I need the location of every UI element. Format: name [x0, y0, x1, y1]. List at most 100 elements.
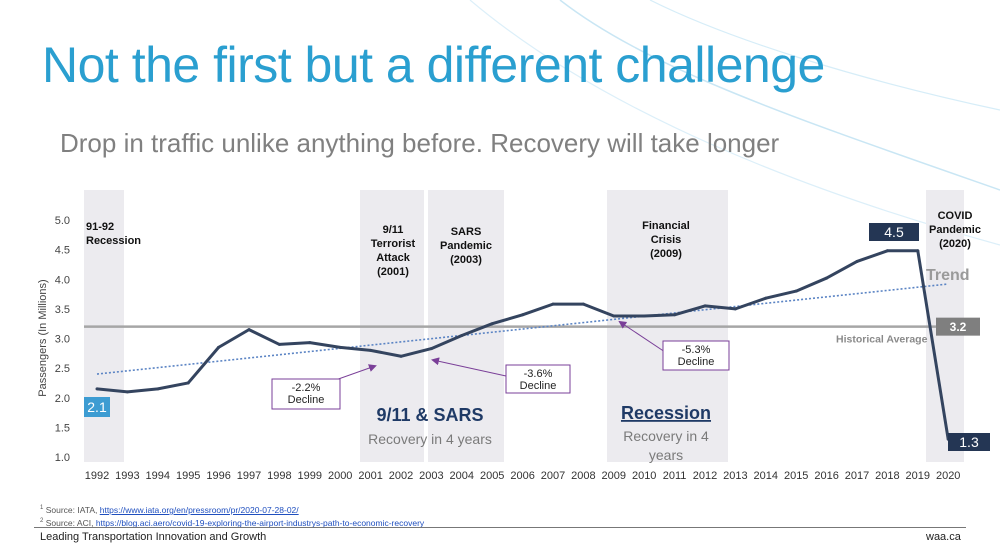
series-point: [369, 348, 373, 352]
slide-subtitle: Drop in traffic unlike anything before. …: [60, 128, 780, 158]
series-point: [156, 387, 160, 391]
series-point: [521, 313, 525, 317]
series-point: [612, 314, 616, 318]
series-point: [673, 313, 677, 317]
series-point: [885, 249, 889, 253]
x-tick-label: 1995: [176, 470, 200, 482]
y-tick-label: 2.5: [55, 363, 70, 375]
x-tick-label: 2011: [663, 470, 687, 482]
x-tick-label: 2006: [510, 470, 534, 482]
y-tick-label: 3.0: [55, 334, 70, 346]
trend-line: [96, 283, 949, 375]
x-tick-label: 2000: [328, 470, 352, 482]
x-tick-label: 2015: [784, 470, 808, 482]
y-tick-label: 1.0: [55, 452, 70, 464]
end-value-badge: [948, 433, 990, 451]
series-point: [916, 249, 920, 253]
series-point: [551, 302, 555, 306]
event-band-label: (2001): [377, 266, 409, 278]
series-point: [186, 381, 190, 385]
event-band-label: SARS: [451, 226, 482, 238]
source-note-1: 1 Source: IATA, https://www.iata.org/en/…: [40, 504, 299, 515]
decline-callout-text: Decline: [678, 356, 715, 368]
source-footnotes: 1 Source: IATA, https://www.iata.org/en/…: [40, 503, 424, 529]
slide-title: Not the first but a different challenge: [42, 37, 825, 93]
x-tick-label: 2013: [723, 470, 747, 482]
decline-callout-box: [505, 364, 571, 394]
historical-average-label: Historical Average: [836, 334, 928, 346]
x-tick-label: 1998: [267, 470, 291, 482]
source-note-2: 2 Source: ACI, https://blog.aci.aero/cov…: [40, 517, 425, 528]
x-tick-label: 2016: [814, 470, 838, 482]
decline-callout-text: Decline: [520, 380, 557, 392]
y-tick-label: 4.0: [55, 274, 70, 286]
start-value-badge: [84, 397, 110, 417]
y-tick-label: 3.5: [55, 304, 70, 316]
x-tick-label: 1992: [85, 470, 109, 482]
series-point: [490, 322, 494, 326]
trend-label: Trend: [926, 267, 970, 284]
x-tick-label: 2020: [936, 470, 960, 482]
x-tick-label: 2008: [571, 470, 595, 482]
series-point: [95, 387, 99, 391]
decline-callout-text: Decline: [288, 394, 325, 406]
series-point: [764, 296, 768, 300]
series-point: [733, 307, 737, 311]
peak-value-badge: [869, 223, 919, 241]
series-point: [855, 259, 859, 263]
series-point: [429, 347, 433, 351]
source-2-link[interactable]: https://blog.aci.aero/covid-19-exploring…: [95, 517, 425, 528]
x-tick-label: 2010: [632, 470, 656, 482]
y-tick-label: 2.0: [55, 393, 70, 405]
x-tick-label: 2003: [419, 470, 443, 482]
series-point: [125, 390, 129, 394]
x-tick-label: 2018: [875, 470, 899, 482]
y-axis-label: Passengers (In Millions): [37, 279, 49, 396]
y-tick-label: 4.5: [55, 245, 70, 257]
x-tick-label: 2017: [845, 470, 869, 482]
footer-divider: [34, 527, 966, 528]
decline-callout-text: -3.6%: [524, 368, 553, 380]
series-point: [399, 354, 403, 358]
x-tick-label: 1999: [298, 470, 322, 482]
recovery-heading: 9/11 & SARS: [376, 405, 483, 425]
event-band-label: Attack: [376, 252, 411, 264]
series-point: [338, 345, 342, 349]
start-value-label: 2.1: [87, 399, 107, 415]
x-tick-label: 2012: [693, 470, 717, 482]
series-point: [581, 302, 585, 306]
x-tick-label: 1996: [206, 470, 230, 482]
source-2-label: Source: ACI,: [45, 517, 96, 528]
peak-value-label: 4.5: [884, 224, 904, 240]
event-band-label: Crisis: [651, 234, 682, 246]
passengers-series-line: [96, 249, 950, 440]
source-1-link[interactable]: https://www.iata.org/en/pressroom/pr/202…: [99, 504, 299, 515]
event-band-label: Pandemic: [440, 240, 492, 252]
footer-tagline: Leading Transportation Innovation and Gr…: [40, 531, 267, 543]
end-value-label: 1.3: [959, 434, 979, 450]
x-tick-label: 1993: [115, 470, 139, 482]
x-tick-label: 2009: [602, 470, 626, 482]
x-tick-label: 2005: [480, 470, 504, 482]
callout-arrow: [431, 357, 507, 377]
x-tick-label: 2002: [389, 470, 413, 482]
x-tick-label: 2014: [754, 470, 778, 482]
x-tick-label: 1994: [146, 470, 170, 482]
source-1-label: Source: IATA,: [45, 504, 100, 515]
event-band-label: 91-92: [86, 221, 114, 233]
recovery-note-line: Recovery in 4: [623, 428, 709, 444]
event-band-label: Recession: [86, 235, 141, 247]
series-point: [308, 341, 312, 345]
y-tick-label: 1.5: [55, 422, 70, 434]
recovery-note-line: years: [649, 447, 683, 463]
recovery-heading: Recession: [621, 403, 711, 423]
event-band-label: (2009): [650, 248, 682, 260]
decline-callout-box: [271, 378, 341, 410]
footer-site: waa.ca: [926, 531, 961, 543]
event-band-label: Pandemic: [929, 224, 981, 236]
decline-callout-box: [662, 340, 730, 371]
event-band-label: Financial: [642, 220, 690, 232]
event-band-label: (2003): [450, 254, 482, 266]
recovery-note-line: Recovery in 4 years: [368, 431, 492, 447]
